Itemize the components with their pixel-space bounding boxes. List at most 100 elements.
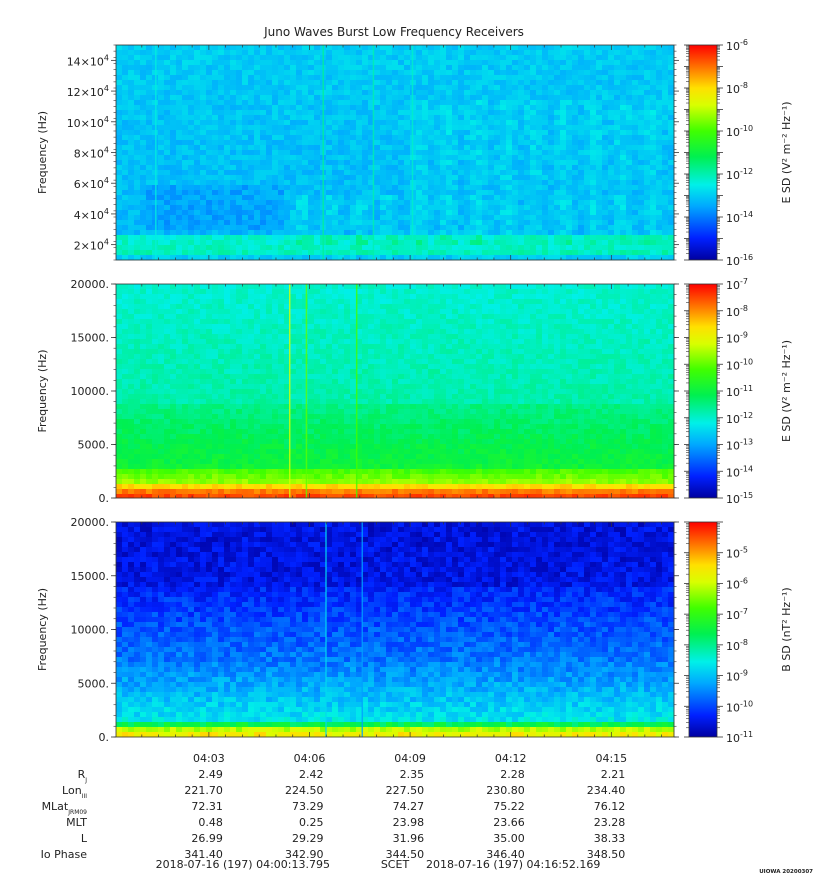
footer-end-time: 2018-07-16 (197) 04:16:52.169: [426, 858, 600, 871]
colorbar-gradient: [688, 283, 718, 499]
ephemeris-value: 342.90: [285, 848, 324, 861]
ephemeris-value: 224.50: [285, 784, 324, 797]
colorbar-tick-label: 10-10: [726, 699, 753, 714]
y-tick-label: 6×104: [74, 176, 109, 191]
figure-title: Juno Waves Burst Low Frequency Receivers: [263, 25, 524, 39]
y-tick-label: 10000.: [71, 385, 110, 398]
time-tick-label: 04:09: [394, 752, 426, 765]
ephemeris-value: 348.50: [587, 848, 626, 861]
ephemeris-value: 0.48: [198, 816, 223, 829]
spectrogram-middle: [115, 283, 675, 499]
y-tick-label: 2×104: [74, 238, 109, 253]
colorbar-tick-label: 10-11: [726, 384, 753, 399]
y-tick-label: 15000.: [71, 332, 110, 345]
ephemeris-value: 38.33: [594, 832, 626, 845]
colorbar-tick-label: 10-9: [726, 669, 748, 684]
colorbar-lower: 10-11 10-10 10-9 10-8 10-7 10-6 10-5 B SD (nT² …: [684, 521, 793, 745]
ephemeris-row-label: RJ: [78, 768, 88, 784]
colorbar-tick-label: 10-11: [726, 730, 753, 745]
colorbar-tick-label: 10-10: [726, 357, 753, 372]
y-axis-label: Frequency (Hz): [36, 111, 49, 194]
ephemeris-value: 2.35: [400, 768, 425, 781]
time-tick-label: 04:12: [495, 752, 527, 765]
ephemeris-value: 23.66: [493, 816, 525, 829]
colorbar-tick-label: 10-16: [726, 253, 753, 268]
ephemeris-value: 2.42: [299, 768, 324, 781]
ephemeris-value: 227.50: [386, 784, 425, 797]
footer-frame: SCET: [381, 858, 410, 871]
y-tick-label: 5000.: [78, 677, 110, 690]
ephemeris-value: 29.29: [292, 832, 324, 845]
colorbar-middle: 10-15 10-14 10-13 10-12 10-11 10-10 10-9 10-8 10…: [684, 277, 793, 506]
colorbar-tick-label: 10-6: [726, 576, 748, 591]
ephemeris-row-label: L: [81, 832, 88, 845]
ephemeris-row-label: MLT: [66, 816, 87, 829]
colorbar-tick-label: 10-12: [726, 411, 753, 426]
y-tick-label: 12×104: [67, 84, 109, 99]
spectrogram-upper: [115, 44, 675, 261]
ephemeris-value: 230.80: [486, 784, 525, 797]
colorbar-tick-label: 10-6: [726, 38, 748, 53]
ephemeris-value: 234.40: [587, 784, 626, 797]
time-axis: 04:03 04:06 04:09 04:12 04:15: [193, 752, 627, 765]
ephemeris-value: 2.49: [198, 768, 223, 781]
y-tick-label: 0.: [99, 731, 110, 744]
ephemeris-value: 73.29: [292, 800, 324, 813]
y-tick-label: 5000.: [78, 439, 110, 452]
colorbar-tick-label: 10-12: [726, 167, 753, 182]
y-tick-label: 20000.: [71, 278, 110, 291]
panel-upper-frequency: 2×104 4×104 6×104 8×104 10×104 12×104 14×104 Fr…: [36, 38, 793, 268]
ephemeris-value: 23.98: [393, 816, 425, 829]
y-tick-label: 15000.: [71, 570, 110, 583]
footer-start-time: 2018-07-16 (197) 04:00:13.795: [156, 858, 330, 871]
ephemeris-value: 31.96: [393, 832, 425, 845]
ephemeris-value: 75.22: [493, 800, 525, 813]
y-axis-label: Frequency (Hz): [36, 350, 49, 433]
ephemeris-value: 346.40: [486, 848, 525, 861]
ephemeris-value: 35.00: [493, 832, 525, 845]
colorbar-label: E SD (V² m⁻² Hz⁻¹): [780, 101, 793, 203]
colorbar-tick-label: 10-7: [726, 607, 748, 622]
colorbar-upper: 10-16 10-14 10-12 10-10 10-8 10-6 E SD (V² m⁻²…: [684, 38, 793, 268]
y-tick-label: 8×104: [74, 146, 109, 161]
ephemeris-value: 221.70: [184, 784, 223, 797]
colorbar-tick-label: 10-14: [726, 464, 753, 479]
colorbar-tick-label: 10-8: [726, 638, 748, 653]
colorbar-label: B SD (nT² Hz⁻¹): [780, 587, 793, 671]
footer-stamp: UIOWA 20200307: [759, 869, 813, 875]
ephemeris-value: 26.99: [191, 832, 223, 845]
y-tick-label: 20000.: [71, 516, 110, 529]
y-tick-label: 10000.: [71, 624, 110, 637]
ephemeris-value: 76.12: [594, 800, 626, 813]
time-tick-label: 04:15: [595, 752, 627, 765]
y-axis-lower: 0. 5000. 10000. 15000. 20000. Frequency (Hz): [36, 516, 679, 744]
ephemeris-table: RJ 2.49 2.42 2.35 2.28 2.21 LonIII 221.70 224.50…: [41, 768, 626, 861]
ephemeris-value: 2.21: [601, 768, 626, 781]
time-tick-label: 04:06: [294, 752, 326, 765]
y-tick-label: 14×104: [67, 53, 109, 68]
colorbar-tick-label: 10-5: [726, 546, 748, 561]
ephemeris-value: 344.50: [386, 848, 425, 861]
colorbar-gradient: [688, 521, 718, 738]
panel-middle-electric: 0.5000.10000.15000.20000.Frequency (Hz) …: [36, 277, 793, 506]
colorbar-tick-label: 10-13: [726, 438, 753, 453]
colorbar-tick-label: 10-8: [726, 304, 748, 319]
colorbar-tick-label: 10-15: [726, 491, 753, 506]
ephemeris-value: 72.31: [191, 800, 223, 813]
time-tick-label: 04:03: [193, 752, 225, 765]
colorbar-label: E SD (V² m⁻² Hz⁻¹): [780, 340, 793, 442]
ephemeris-row-label: LonIII: [62, 784, 87, 800]
colorbar-tick-label: 10-10: [726, 124, 753, 139]
colorbar-tick-label: 10-14: [726, 210, 753, 225]
ephemeris-row-label: Io Phase: [41, 848, 88, 861]
y-tick-label: 4×104: [74, 207, 109, 222]
ephemeris-value: 0.25: [299, 816, 324, 829]
y-axis-label: Frequency (Hz): [36, 588, 49, 671]
ephemeris-value: 2.28: [500, 768, 525, 781]
colorbar-tick-label: 10-7: [726, 277, 748, 292]
panel-lower-magnetic: 0.5000.10000.15000.20000.Frequency (Hz) …: [36, 516, 793, 745]
ephemeris-value: 74.27: [393, 800, 425, 813]
y-tick-label: 0.: [99, 492, 110, 505]
ephemeris-value: 341.40: [184, 848, 223, 861]
